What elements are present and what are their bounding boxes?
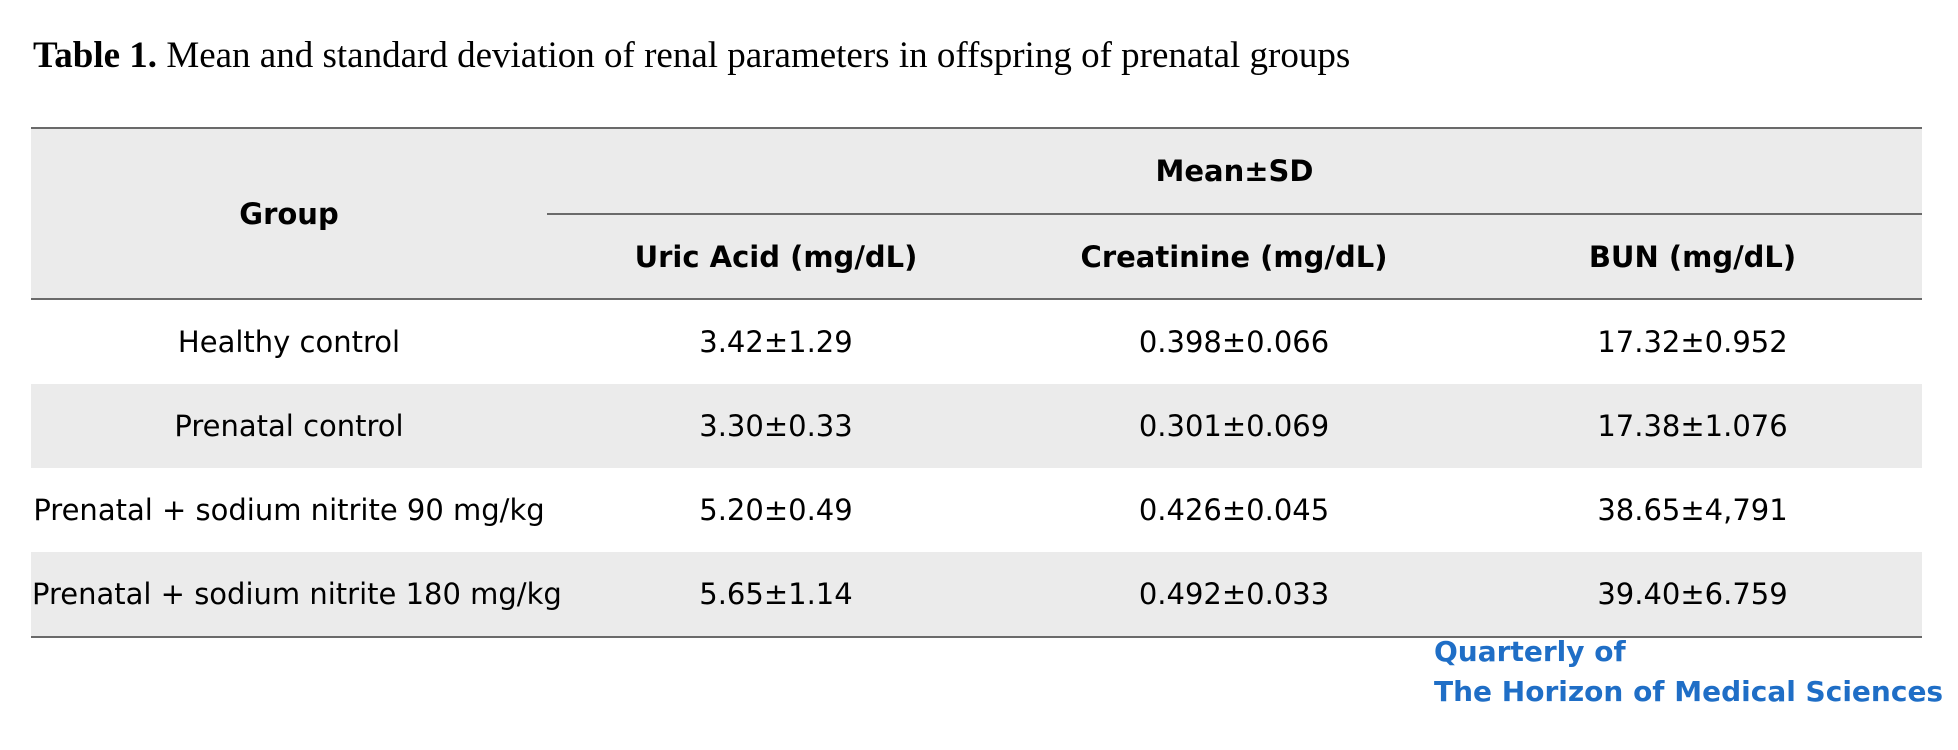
uric-acid-cell: 5.65±1.14 — [547, 552, 1005, 638]
table-row: Healthy control 3.42±1.29 0.398±0.066 17… — [31, 299, 1922, 384]
table-caption: Table 1. Mean and standard deviation of … — [33, 34, 1350, 77]
uric-acid-cell: 3.42±1.29 — [699, 325, 853, 359]
table-header-row: Group Mean±SD — [31, 127, 1923, 300]
column-header-creatinine: Creatinine (mg/dL) — [1005, 214, 1463, 300]
table-subheader-row: Uric Acid (mg/dL) Creatinine (mg/dL) BUN… — [31, 214, 1923, 300]
column-header-bun: BUN (mg/dL) — [1463, 214, 1923, 300]
uric-acid-cell: 3.30±0.33 — [547, 384, 1005, 468]
creatinine-cell: 0.301±0.069 — [1005, 384, 1463, 468]
bun-cell: 38.65±4,791 — [1597, 493, 1788, 527]
journal-logo-line1: Quarterly of — [1434, 635, 1626, 668]
row-group-label: Prenatal + sodium nitrite 90 mg/kg — [33, 493, 545, 527]
table-row: Prenatal + sodium nitrite 90 mg/kg 5.20±… — [31, 468, 1922, 552]
data-table-container: Group Mean±SD Uric Acid (mg/dL) Creatini… — [31, 127, 1923, 638]
table-caption-label: Table 1. — [33, 35, 158, 76]
bun-cell: 17.32±0.952 — [1597, 325, 1788, 359]
row-group-label: Prenatal + sodium nitrite 180 mg/kg — [31, 552, 562, 638]
creatinine-cell: 0.398±0.066 — [1138, 325, 1330, 359]
journal-logo-line2: The Horizon of Medical Sciences — [1434, 675, 1944, 708]
creatinine-cell: 0.492±0.033 — [1005, 552, 1463, 638]
journal-logo: Quarterly of The Horizon of Medical Scie… — [1434, 632, 1943, 712]
table-row: Prenatal control 3.30±0.33 0.301±0.069 1… — [31, 384, 1923, 468]
bun-cell: 17.38±1.076 — [1463, 384, 1923, 468]
row-group-label: Healthy control — [177, 325, 401, 359]
mean-sd-header: Mean±SD — [547, 127, 1923, 215]
group-column-header: Group — [31, 127, 547, 300]
table-row: Prenatal + sodium nitrite 180 mg/kg 5.65… — [31, 552, 1923, 638]
bun-cell: 39.40±6.759 — [1463, 552, 1923, 638]
uric-acid-cell: 5.20±0.49 — [699, 493, 853, 527]
renal-parameters-table: Group Mean±SD Uric Acid (mg/dL) Creatini… — [31, 127, 1923, 638]
row-group-label: Prenatal control — [31, 384, 547, 468]
table-caption-text: Mean and standard deviation of renal par… — [157, 35, 1351, 76]
column-header-uric-acid: Uric Acid (mg/dL) — [547, 214, 1005, 300]
creatinine-cell: 0.426±0.045 — [1138, 493, 1330, 527]
